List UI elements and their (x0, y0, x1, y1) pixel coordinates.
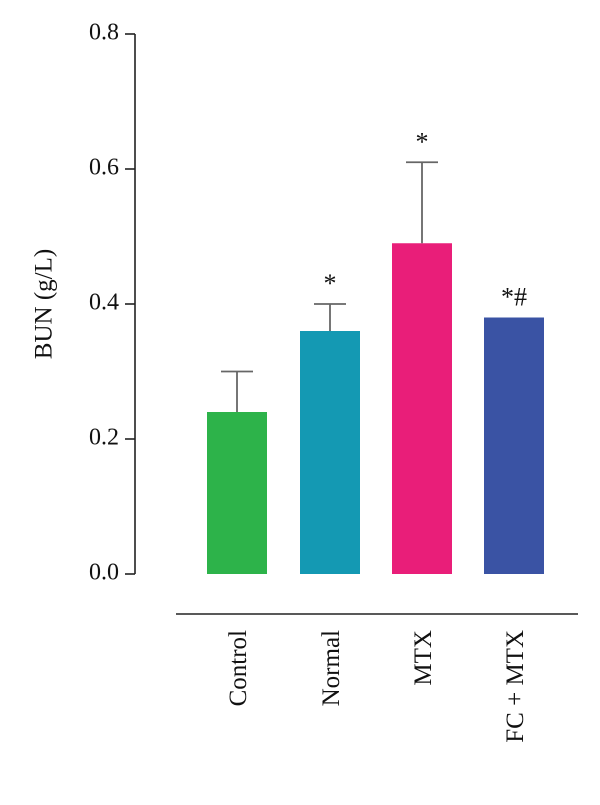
y-tick-label: 0.6 (89, 155, 119, 181)
x-category-label: FC + MTX (502, 630, 529, 743)
y-tick-label: 0.2 (89, 425, 119, 451)
y-tick-label: 0.4 (89, 290, 119, 316)
bars-group (207, 243, 544, 574)
significance-marker: * (324, 269, 337, 298)
x-category-label: Normal (318, 630, 345, 706)
y-tick-label: 0.8 (89, 20, 119, 46)
bar-mtx (392, 243, 452, 574)
bar-fc-mtx (484, 317, 544, 574)
significance-marker: *# (501, 283, 527, 312)
x-category-label: Control (225, 630, 252, 706)
x-category-label: MTX (410, 630, 437, 686)
y-axis-label: BUN (g/L) (31, 249, 58, 359)
significance-marker: * (416, 127, 429, 156)
x-axis-labels: Control Normal MTX FC + MTX (225, 630, 529, 743)
y-tick-label: 0.0 (89, 560, 119, 586)
significance-annotations: * * *# (324, 127, 528, 311)
y-axis-ticks: 0.0 0.2 0.4 0.6 0.8 (89, 20, 135, 586)
error-bars-group (221, 161, 438, 412)
bar-normal (300, 331, 360, 574)
bar-control (207, 412, 267, 574)
